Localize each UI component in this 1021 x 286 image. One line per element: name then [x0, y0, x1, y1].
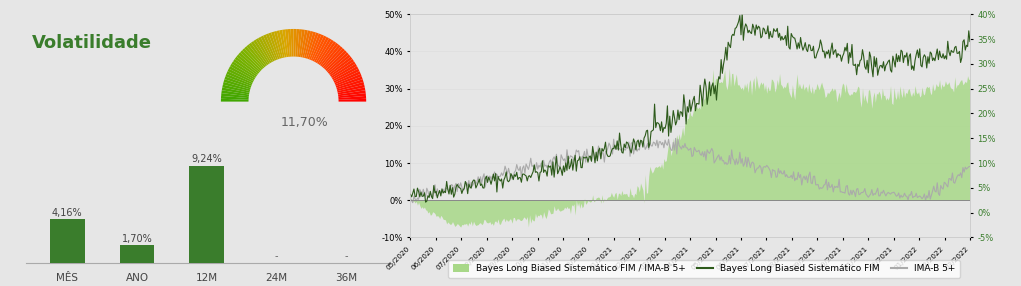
Wedge shape [222, 90, 249, 96]
Wedge shape [310, 35, 324, 61]
Wedge shape [224, 79, 251, 90]
Wedge shape [302, 30, 310, 58]
Wedge shape [320, 43, 339, 66]
Wedge shape [299, 29, 305, 57]
Wedge shape [258, 37, 273, 62]
Wedge shape [335, 71, 360, 84]
Wedge shape [280, 30, 287, 57]
Wedge shape [315, 38, 332, 63]
Wedge shape [304, 31, 313, 58]
Wedge shape [238, 52, 260, 72]
Wedge shape [291, 29, 294, 57]
Wedge shape [336, 76, 362, 88]
Wedge shape [221, 96, 249, 100]
Wedge shape [237, 54, 259, 74]
Wedge shape [339, 99, 367, 102]
Wedge shape [332, 64, 357, 80]
Text: Rentabilidades: Rentabilidades [133, 137, 260, 152]
Wedge shape [225, 76, 251, 88]
Text: -: - [344, 251, 348, 261]
Wedge shape [328, 54, 350, 74]
Wedge shape [338, 90, 366, 96]
Wedge shape [338, 96, 367, 100]
Wedge shape [297, 29, 302, 57]
Wedge shape [300, 30, 307, 57]
Wedge shape [223, 85, 250, 93]
Bar [119, 245, 154, 263]
Wedge shape [327, 52, 349, 72]
Wedge shape [282, 29, 288, 57]
Wedge shape [251, 41, 269, 65]
Wedge shape [288, 29, 292, 57]
Wedge shape [222, 88, 249, 95]
Wedge shape [248, 43, 268, 66]
Wedge shape [232, 61, 256, 78]
Wedge shape [336, 79, 363, 90]
Wedge shape [244, 46, 264, 69]
Wedge shape [277, 30, 285, 58]
Wedge shape [329, 57, 352, 75]
Wedge shape [263, 35, 277, 61]
Wedge shape [226, 74, 252, 86]
Text: 1,70%: 1,70% [121, 234, 152, 244]
Wedge shape [222, 93, 249, 98]
Text: 4,16%: 4,16% [52, 208, 83, 218]
Wedge shape [338, 88, 366, 95]
Text: -: - [275, 251, 278, 261]
Wedge shape [295, 29, 299, 57]
Wedge shape [324, 48, 345, 70]
Wedge shape [255, 38, 272, 63]
Wedge shape [227, 71, 252, 84]
Bar [50, 219, 85, 263]
Wedge shape [323, 46, 343, 69]
Wedge shape [265, 33, 278, 60]
Wedge shape [253, 40, 270, 64]
Wedge shape [319, 41, 336, 65]
Wedge shape [314, 37, 329, 62]
Bar [189, 166, 225, 263]
Wedge shape [228, 69, 253, 83]
Wedge shape [337, 85, 364, 93]
Wedge shape [318, 40, 334, 64]
Wedge shape [337, 82, 364, 91]
Wedge shape [309, 33, 322, 60]
Text: 11,70%: 11,70% [281, 116, 329, 129]
Wedge shape [274, 31, 283, 58]
Wedge shape [312, 36, 327, 61]
Wedge shape [307, 33, 319, 59]
Wedge shape [326, 50, 347, 71]
Wedge shape [221, 99, 248, 102]
Wedge shape [223, 82, 250, 91]
Wedge shape [240, 50, 261, 71]
Wedge shape [305, 32, 315, 59]
Wedge shape [242, 48, 263, 70]
Wedge shape [230, 64, 255, 80]
Legend: Bayes Long Biased Sistemático FIM / IMA-B 5+, Bayes Long Biased Sistemático FIM,: Bayes Long Biased Sistemático FIM / IMA-… [448, 260, 960, 278]
Wedge shape [246, 45, 265, 67]
Wedge shape [229, 66, 254, 81]
Wedge shape [260, 36, 275, 61]
Wedge shape [285, 29, 290, 57]
Wedge shape [338, 93, 366, 98]
Wedge shape [334, 69, 359, 83]
Wedge shape [331, 61, 355, 78]
Wedge shape [330, 59, 354, 77]
Wedge shape [335, 74, 361, 86]
Wedge shape [294, 29, 296, 57]
Wedge shape [269, 33, 280, 59]
Wedge shape [322, 45, 341, 67]
Wedge shape [235, 57, 258, 75]
Wedge shape [233, 59, 257, 77]
Wedge shape [333, 66, 358, 81]
Wedge shape [272, 32, 282, 59]
Text: Volatilidade: Volatilidade [32, 34, 151, 52]
Text: 9,24%: 9,24% [191, 154, 223, 164]
